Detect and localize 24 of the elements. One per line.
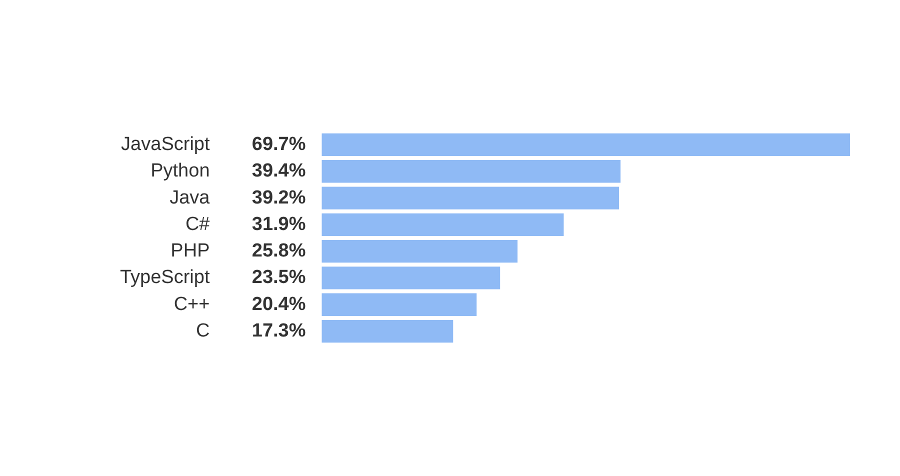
bar xyxy=(322,213,564,236)
y-tick-label: TypeScript xyxy=(120,267,210,288)
data-label: 39.2% xyxy=(252,187,306,208)
data-label: 69.7% xyxy=(252,134,306,155)
data-label: 25.8% xyxy=(252,240,306,262)
bar xyxy=(322,320,454,343)
y-tick-label: C++ xyxy=(174,294,210,315)
y-tick-label: Python xyxy=(150,160,210,182)
data-label: 31.9% xyxy=(252,214,306,235)
y-tick-label: C# xyxy=(185,214,210,235)
y-tick-label: PHP xyxy=(170,240,210,262)
bar xyxy=(322,186,620,210)
data-label: 23.5% xyxy=(252,267,306,288)
y-tick-label: C xyxy=(196,320,210,342)
data-label: 20.4% xyxy=(252,294,306,315)
bar xyxy=(322,293,477,316)
bar xyxy=(322,266,500,290)
data-label: 17.3% xyxy=(252,320,306,342)
y-tick-label: Java xyxy=(170,187,210,208)
bar xyxy=(322,133,850,156)
y-tick-label: JavaScript xyxy=(121,134,210,155)
bar xyxy=(322,160,621,183)
bar xyxy=(322,240,518,263)
data-label: 39.4% xyxy=(252,160,306,182)
